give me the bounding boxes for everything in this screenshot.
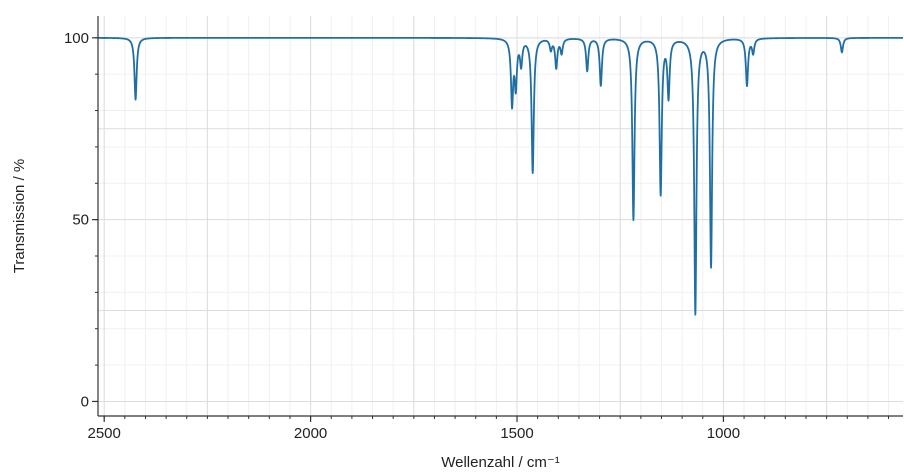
x-axis-label: Wellenzahl / cm⁻¹ [441,454,560,471]
ticks-layer: 2500 2000 1500 1000 0 50 100 [64,30,890,442]
series-layer [97,36,904,316]
y-tick-label: 0 [81,393,89,410]
x-tick-label: 2500 [88,425,121,442]
major-grid [98,16,903,416]
minor-grid [98,16,903,416]
x-tick-label: 1500 [500,425,533,442]
x-tick-label: 1000 [707,425,740,442]
y-axis-label: Transmission / % [11,159,28,273]
spectrum-line-series-0 [97,36,904,316]
y-tick-label: 50 [72,212,89,229]
x-tick-label: 2000 [294,425,327,442]
axes-layer [97,16,903,417]
y-tick-label: 100 [64,30,89,47]
